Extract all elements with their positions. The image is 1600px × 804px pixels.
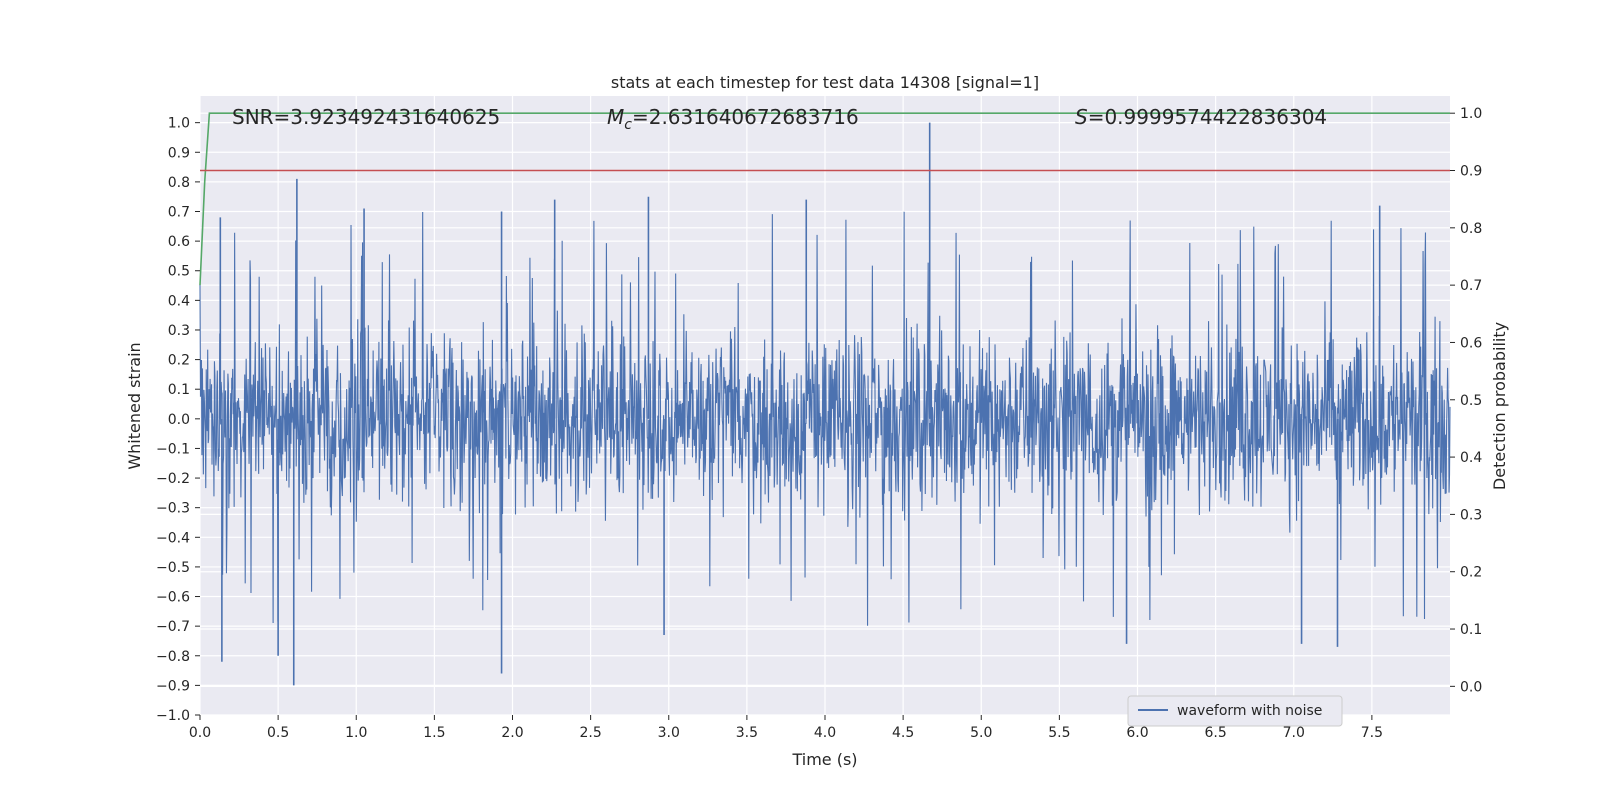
score-annotation: S=0.9999574422836304 <box>1075 105 1327 129</box>
y-tick-label: −0.5 <box>156 560 190 576</box>
legend: waveform with noise <box>1127 695 1343 727</box>
y-tick-label: −0.9 <box>156 678 190 694</box>
y-right-tick-label: 0.0 <box>1460 679 1482 695</box>
y-right-tick-label: 0.2 <box>1460 565 1482 581</box>
x-tick-label: 2.5 <box>579 725 601 741</box>
x-tick-label: 2.0 <box>501 725 523 741</box>
chirp-mass-annotation: Mc=2.631640672683716 <box>607 105 859 133</box>
x-tick-label: 6.0 <box>1126 725 1148 741</box>
x-tick-label: 0.0 <box>189 725 211 741</box>
y-tick-label: −0.1 <box>156 441 190 457</box>
y-right-tick-label: 0.6 <box>1460 335 1482 351</box>
y-tick-label: 0.7 <box>168 205 190 221</box>
score-value: =0.9999574422836304 <box>1088 105 1327 129</box>
legend-box <box>1127 695 1343 727</box>
snr-annotation: SNR=3.923492431640625 <box>232 105 500 129</box>
grid-layer <box>199 96 1450 716</box>
y-tick-label: 0.6 <box>168 234 190 250</box>
y-tick-label: 0.8 <box>168 175 190 191</box>
y-tick-label: 0.5 <box>168 264 190 280</box>
y-tick-label: 0.3 <box>168 323 190 339</box>
x-tick-label: 3.0 <box>658 725 680 741</box>
x-tick-label: 4.5 <box>892 725 914 741</box>
y-tick-label: 0.9 <box>168 145 190 161</box>
y-tick-label: −0.7 <box>156 619 190 635</box>
x-tick-label: 5.0 <box>970 725 992 741</box>
chirp-mass-symbol: M <box>607 105 624 129</box>
chirp-mass-subscript: c <box>624 117 632 133</box>
y-right-tick-label: 0.3 <box>1460 507 1482 523</box>
legend-label-waveform: waveform with noise <box>1177 703 1322 719</box>
y-right-tick-label: 0.7 <box>1460 278 1482 294</box>
y-right-axis-label: Detection probability <box>1490 322 1509 490</box>
chirp-mass-value: =2.631640672683716 <box>632 105 859 129</box>
x-tick-label: 4.0 <box>814 725 836 741</box>
waveform-with-noise-line <box>199 211 1451 626</box>
detection-probability-line <box>199 112 1450 286</box>
y-right-tick-label: 0.5 <box>1460 393 1482 409</box>
y-tick-label: −0.4 <box>156 530 190 546</box>
y-right-tick-label: 0.1 <box>1460 622 1482 638</box>
chart-title: stats at each timestep for test data 143… <box>611 73 1039 92</box>
y-tick-label: 0.0 <box>168 412 190 428</box>
y-tick-label: −0.3 <box>156 501 190 517</box>
x-tick-label: 3.5 <box>736 725 758 741</box>
x-axis-label: Time (s) <box>791 750 857 769</box>
y-tick-label: −0.6 <box>156 590 190 606</box>
y-right-tick-label: 0.8 <box>1460 221 1482 237</box>
probability-lines <box>199 112 1450 286</box>
y-tick-label: 1.0 <box>168 116 190 132</box>
score-symbol: S <box>1075 105 1088 129</box>
x-tick-label: 6.5 <box>1204 725 1226 741</box>
y-right-tick-label: 0.4 <box>1460 450 1482 466</box>
x-tick-label: 7.5 <box>1361 725 1383 741</box>
x-tick-label: 0.5 <box>267 725 289 741</box>
x-tick-label: 5.5 <box>1048 725 1070 741</box>
y-right-tick-label: 1.0 <box>1460 106 1482 122</box>
y-tick-label: −1.0 <box>156 708 190 724</box>
tick-labels: 0.0 0.5 1.0 1.5 2.0 2.5 3.0 3.5 4.0 4.5 5.0 5.5 6.0 6… <box>156 106 1482 741</box>
y-right-tick-label: 0.9 <box>1460 164 1482 180</box>
y-tick-label: 0.2 <box>168 353 190 369</box>
x-tick-label: 1.0 <box>345 725 367 741</box>
waveform-with-noise-series <box>199 122 1451 686</box>
x-tick-label: 1.5 <box>423 725 445 741</box>
x-tick-label: 7.0 <box>1283 725 1305 741</box>
y-tick-label: −0.8 <box>156 649 190 665</box>
y-tick-label: 0.1 <box>168 382 190 398</box>
y-tick-label: 0.4 <box>168 293 190 309</box>
y-axis-label: Whitened strain <box>125 342 144 469</box>
y-tick-label: −0.2 <box>156 471 190 487</box>
